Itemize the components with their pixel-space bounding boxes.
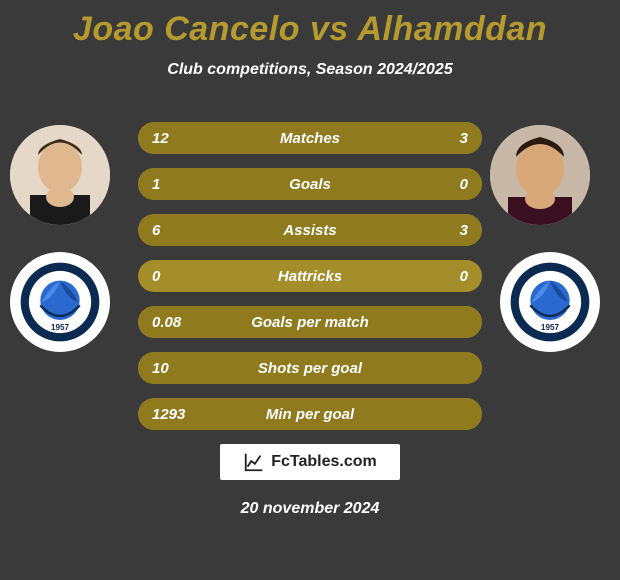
vs-label: vs [310, 10, 349, 48]
stat-row: 6Assists3 [138, 214, 482, 246]
stat-row: 12Matches3 [138, 122, 482, 154]
stat-label: Assists [138, 222, 482, 239]
comparison-bars: 12Matches31Goals06Assists30Hattricks00.0… [138, 122, 482, 444]
stat-label: Min per goal [138, 406, 482, 423]
svg-text:1957: 1957 [51, 323, 70, 332]
brand-text: FcTables.com [271, 453, 377, 471]
stat-value-right: 0 [460, 268, 468, 285]
svg-text:1957: 1957 [541, 323, 560, 332]
player2-club-badge: 1957 [500, 252, 600, 352]
stat-row: 1Goals0 [138, 168, 482, 200]
stat-label: Matches [138, 130, 482, 147]
subtitle: Club competitions, Season 2024/2025 [0, 61, 620, 79]
footer-date: 20 november 2024 [0, 500, 620, 518]
stat-value-right: 0 [460, 176, 468, 193]
player2-avatar [490, 125, 590, 225]
player1-avatar [10, 125, 110, 225]
stat-label: Shots per goal [138, 360, 482, 377]
chart-icon [243, 451, 265, 473]
footer-brand: FcTables.com [220, 444, 400, 480]
stat-label: Goals [138, 176, 482, 193]
player2-name: Alhamddan [357, 10, 547, 48]
stat-value-right: 3 [460, 130, 468, 147]
stat-value-right: 3 [460, 222, 468, 239]
stat-row: 1293Min per goal [138, 398, 482, 430]
player1-club-badge: 1957 [10, 252, 110, 352]
stat-label: Goals per match [138, 314, 482, 331]
stat-label: Hattricks [138, 268, 482, 285]
page-title: Joao Cancelo vs Alhamddan [0, 0, 620, 49]
stat-row: 10Shots per goal [138, 352, 482, 384]
player1-name: Joao Cancelo [73, 10, 300, 48]
stat-row: 0.08Goals per match [138, 306, 482, 338]
stat-row: 0Hattricks0 [138, 260, 482, 292]
